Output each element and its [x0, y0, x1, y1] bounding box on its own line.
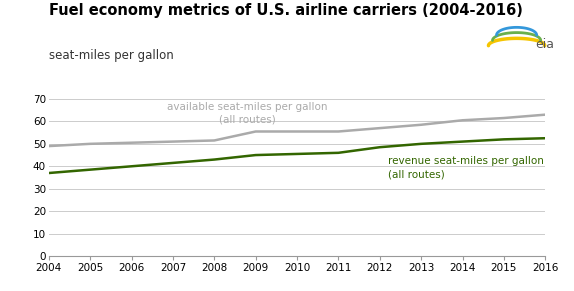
Text: eia: eia [535, 38, 554, 51]
Text: available seat-miles per gallon
(all routes): available seat-miles per gallon (all rou… [167, 102, 328, 125]
Text: Fuel economy metrics of U.S. airline carriers (2004-2016): Fuel economy metrics of U.S. airline car… [49, 3, 523, 18]
Text: seat-miles per gallon: seat-miles per gallon [49, 49, 173, 63]
Text: revenue seat-miles per gallon
(all routes): revenue seat-miles per gallon (all route… [388, 156, 544, 179]
